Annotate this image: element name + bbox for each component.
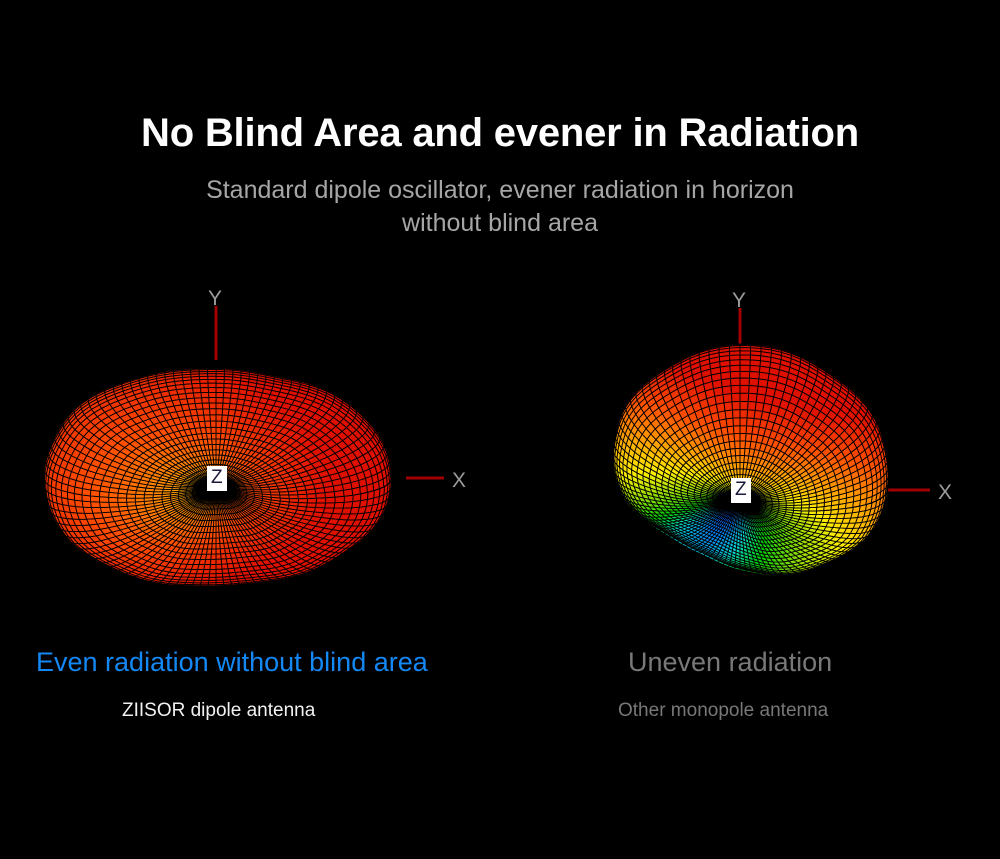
right-axis-y-label: Y <box>732 289 747 312</box>
right-axis-z-label: Z <box>731 478 751 503</box>
left-axis-z-label: Z <box>207 466 227 491</box>
right-axis-x-label: X <box>938 481 953 504</box>
right-caption-main: Uneven radiation <box>628 647 833 677</box>
subtitle-line-2: without blind area <box>402 209 598 237</box>
left-axis-y-label: Y <box>208 287 223 310</box>
left-pattern-svg <box>20 282 500 622</box>
page-title: No Blind Area and evener in Radiation <box>141 111 859 155</box>
left-caption-main: Even radiation without blind area <box>36 647 428 677</box>
subcaption-row: ZIISOR dipole antenna Other monopole ant… <box>0 698 1000 728</box>
left-radiation-plot: Y X Z <box>20 282 500 622</box>
right-caption-sub: Other monopole antenna <box>618 700 829 721</box>
radiation-pattern-comparison: Y X Z Y X Z <box>0 282 1000 622</box>
right-radiation-plot: Y X Z <box>510 282 990 622</box>
left-caption-sub: ZIISOR dipole antenna <box>122 700 316 721</box>
caption-row: Even radiation without blind area Uneven… <box>0 645 1000 685</box>
subtitle-line-1: Standard dipole oscillator, evener radia… <box>206 176 794 204</box>
page-subtitle: Standard dipole oscillator, evener radia… <box>0 174 1000 240</box>
right-pattern-svg <box>510 282 990 622</box>
left-mesh-surface <box>43 367 393 587</box>
left-axis-x-label: X <box>452 469 467 492</box>
